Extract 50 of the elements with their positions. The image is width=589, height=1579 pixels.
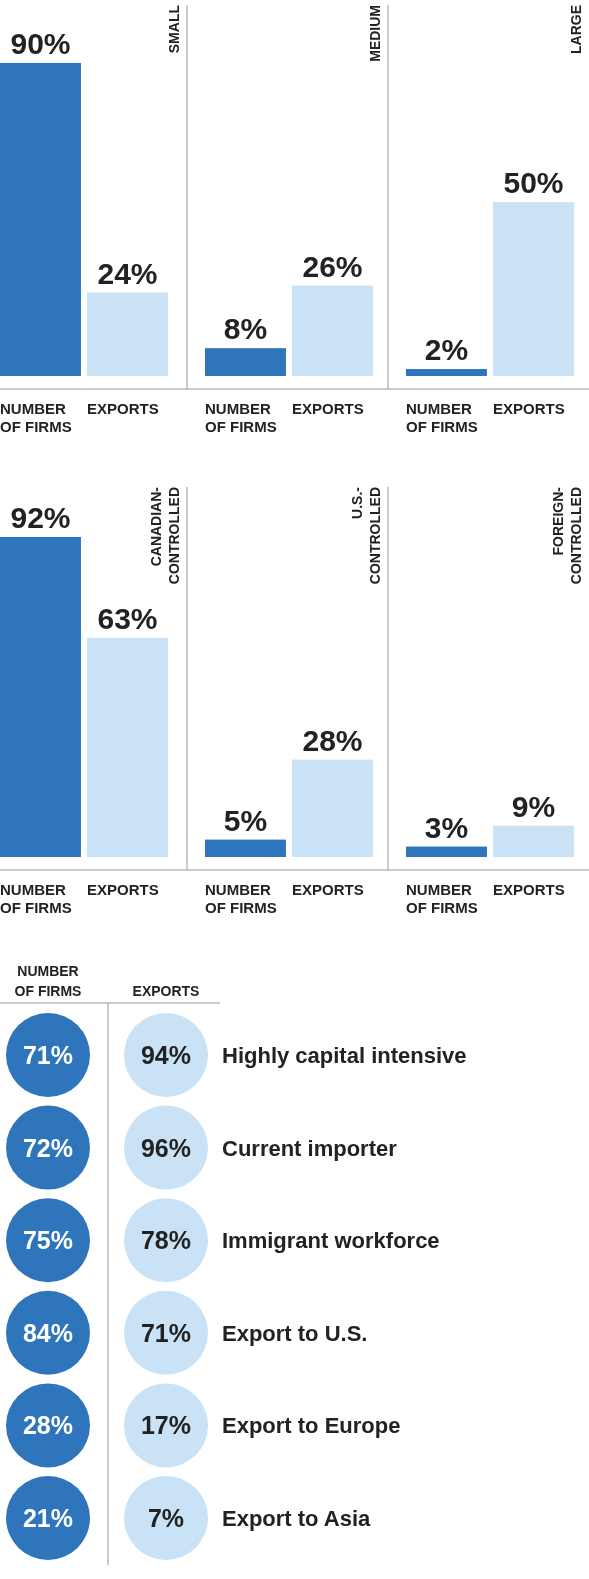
x-tick-label: EXPORTS bbox=[87, 400, 159, 417]
data-label: 28% bbox=[22, 1411, 74, 1440]
series-label: NUMBER OF FIRMS bbox=[14, 963, 82, 999]
data-label: 71% bbox=[22, 1041, 74, 1069]
x-tick-label: EXPORTS bbox=[493, 400, 565, 417]
x-tick-label: NUMBER OF FIRMS bbox=[0, 400, 72, 435]
data-label: 21% bbox=[22, 1504, 74, 1532]
x-tick-label: NUMBER OF FIRMS bbox=[205, 400, 277, 435]
x-tick-label: EXPORTS bbox=[493, 881, 565, 898]
series-label: EXPORTS bbox=[132, 983, 200, 999]
data-label: 90% bbox=[10, 26, 71, 60]
category-label: Current importer bbox=[222, 1135, 398, 1161]
data-label: 28% bbox=[302, 723, 363, 757]
category-label: Highly capital intensive bbox=[222, 1043, 467, 1068]
x-tick-label: EXPORTS bbox=[87, 881, 159, 898]
data-label: 8% bbox=[223, 312, 268, 346]
data-label: 26% bbox=[302, 249, 363, 283]
data-label: 78% bbox=[140, 1226, 192, 1255]
data-label: 9% bbox=[511, 789, 556, 823]
chart-title: CANADIAN-CONTROLLED bbox=[148, 486, 182, 585]
x-tick-label: EXPORTS bbox=[292, 400, 364, 417]
data-label: 5% bbox=[223, 803, 268, 837]
category-label: Immigrant workforce bbox=[222, 1228, 440, 1254]
chart-title: FOREIGN-CONTROLLED bbox=[550, 486, 584, 585]
x-tick-label: NUMBER OF FIRMS bbox=[205, 881, 277, 916]
data-label: 75% bbox=[22, 1226, 74, 1255]
data-label: 96% bbox=[140, 1133, 192, 1162]
chart-title: LARGE bbox=[568, 5, 584, 54]
data-label: 71% bbox=[140, 1318, 192, 1347]
chart-title: MEDIUM bbox=[367, 5, 383, 62]
data-label: 72% bbox=[22, 1133, 74, 1162]
data-label: 24% bbox=[97, 256, 158, 290]
data-label: 94% bbox=[140, 1041, 192, 1069]
category-label: Export to U.S. bbox=[222, 1320, 368, 1346]
x-tick-label: EXPORTS bbox=[292, 881, 364, 898]
chart-title: U.S.-CONTROLLED bbox=[349, 486, 383, 585]
x-tick-label: NUMBER OF FIRMS bbox=[406, 400, 478, 435]
data-label: 63% bbox=[97, 601, 158, 635]
data-label: 50% bbox=[503, 166, 564, 200]
data-label: 17% bbox=[140, 1411, 192, 1440]
category-label: Export to Europe bbox=[222, 1413, 401, 1439]
chart-title: SMALL bbox=[166, 4, 182, 54]
data-label: 7% bbox=[147, 1504, 185, 1532]
category-label: Export to Asia bbox=[222, 1506, 372, 1531]
data-label: 2% bbox=[424, 333, 469, 367]
data-label: 92% bbox=[10, 501, 71, 534]
x-tick-label: NUMBER OF FIRMS bbox=[406, 881, 478, 916]
data-label: 84% bbox=[22, 1318, 74, 1347]
x-tick-label: NUMBER OF FIRMS bbox=[0, 881, 72, 916]
data-label: 3% bbox=[424, 810, 469, 844]
